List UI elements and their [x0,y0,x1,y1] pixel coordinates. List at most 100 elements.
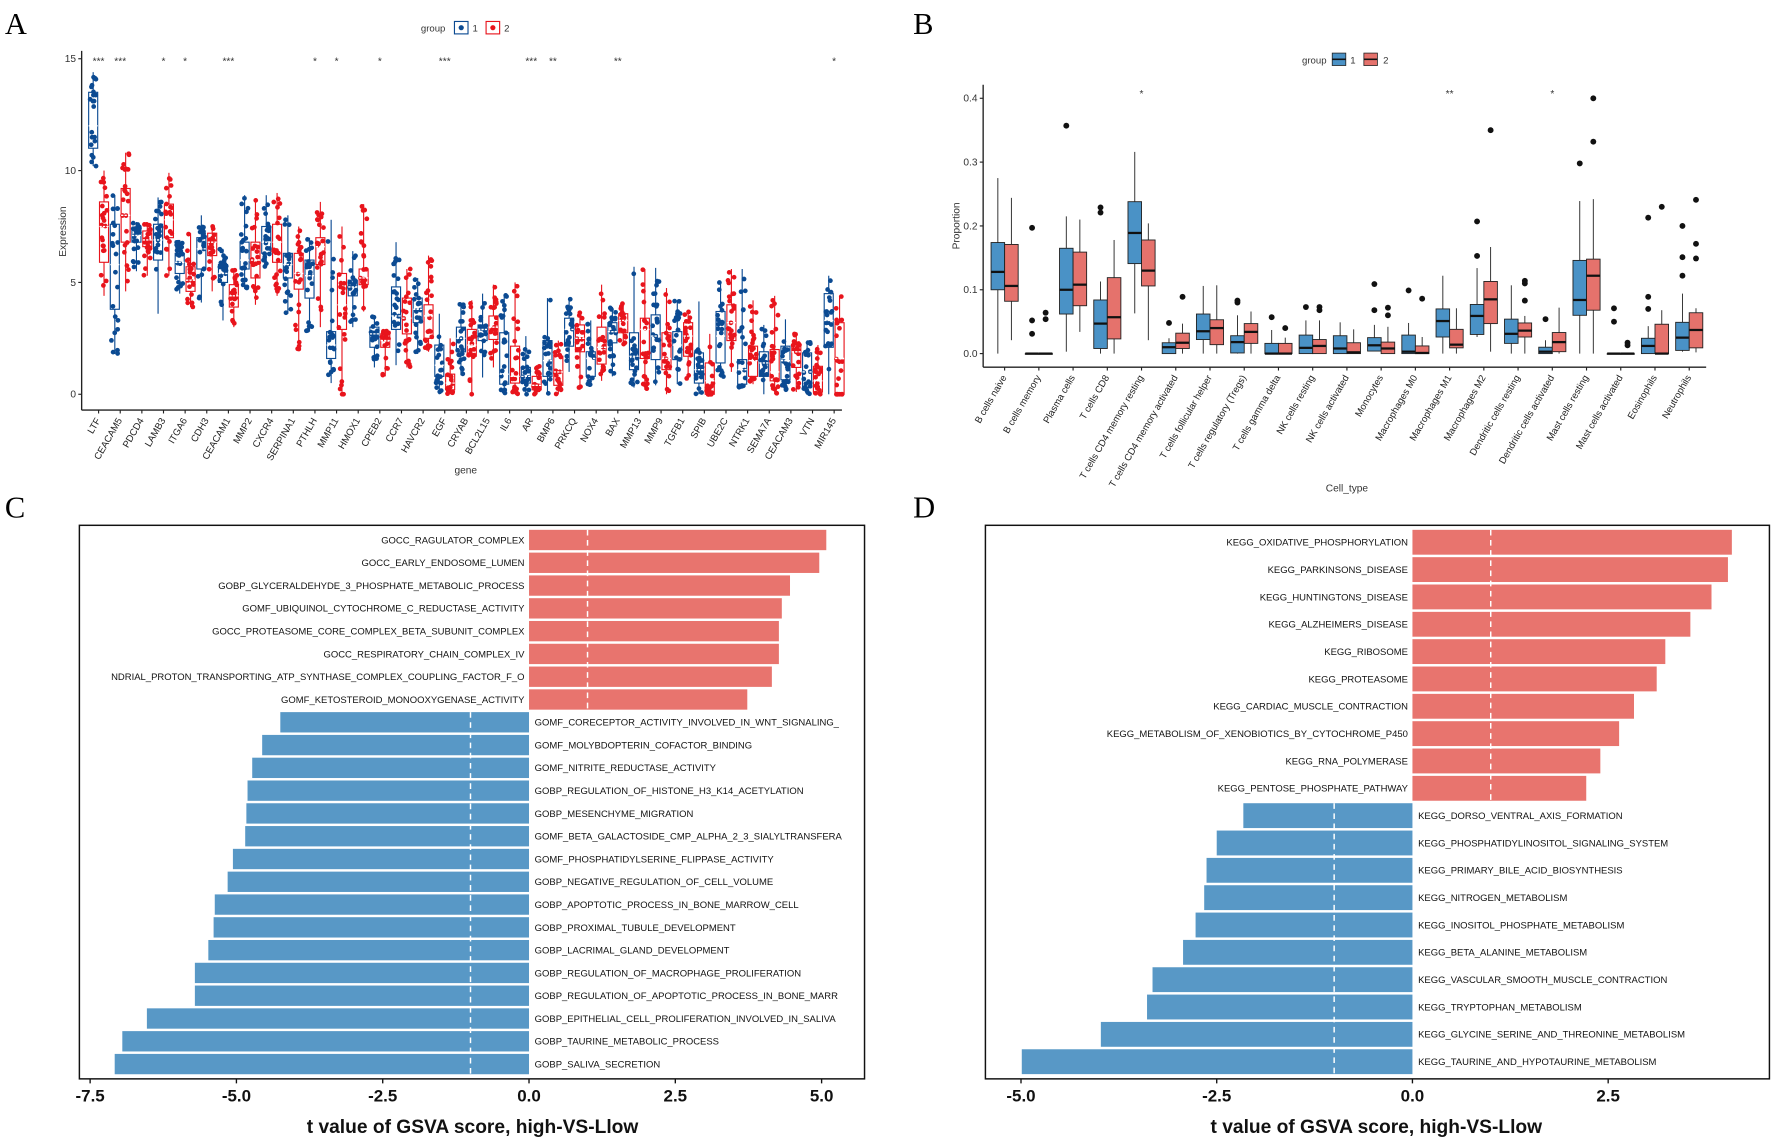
outlier-point [1611,318,1617,325]
data-point [498,373,504,379]
data-point [351,255,357,261]
data-point [112,314,118,319]
box-group-1 [1538,316,1553,355]
bar [208,939,530,961]
data-point [363,266,369,272]
data-point [460,347,465,352]
data-point [695,362,701,368]
data-point [331,366,336,372]
x-tick-label: B cells memory [1001,373,1043,435]
data-point [601,350,607,355]
data-point [457,301,463,307]
data-point [828,289,834,295]
data-point [510,376,516,382]
data-point [425,346,431,351]
box-group-2 [1414,295,1430,355]
data-point [557,352,563,358]
data-point [122,242,128,248]
box-group-2 [444,338,456,397]
data-point [422,337,428,343]
data-point [617,337,623,343]
box [1572,259,1587,316]
data-point [600,344,606,350]
data-point [493,315,499,321]
data-point [688,342,694,348]
data-point [429,293,434,299]
data-point [512,338,518,344]
data-point [613,309,618,315]
outlier-point [1645,305,1652,312]
data-point [667,364,673,370]
data-point [109,338,114,343]
outlier-point [1645,293,1652,300]
data-point [526,349,532,355]
data-point [718,330,724,336]
bar-label: GOBP_LACRIMAL_GLAND_DEVELOPMENT [535,946,730,957]
x-tick-label: Monocytes [1353,373,1386,419]
box-group-2 [1004,197,1019,341]
bar-label: KEGG_RIBOSOME [1324,647,1408,658]
x-tick-label: Eosinophils [1626,373,1660,421]
data-point [113,269,118,275]
bar-label: KEGG_HUNTINGTONS_DISEASE [1260,592,1408,603]
box-group-1 [455,301,467,377]
data-point [547,297,553,303]
data-point [833,305,839,311]
data-point [654,316,660,322]
outlier-point [1679,272,1686,279]
box [1586,258,1601,311]
data-point [142,239,147,245]
data-point [709,373,715,379]
data-point [580,343,585,349]
data-point [665,360,671,366]
data-point [186,231,191,237]
data-point [342,311,348,316]
data-point [361,305,366,311]
box-group-1 [1469,218,1485,338]
data-point [306,320,311,325]
data-point [326,337,332,343]
box-group-2 [120,151,132,292]
data-point [438,342,444,348]
outlier-point [1624,342,1631,349]
box-group-1 [109,193,121,356]
x-tick-label: SPIB [689,416,709,440]
box-group-2 [833,294,845,397]
x-tick-label: 2.5 [664,1086,688,1105]
data-point [110,193,116,199]
data-point [813,369,819,375]
y-tick-label: 0.1 [963,285,977,296]
data-point [742,375,748,381]
data-point [796,371,802,377]
outlier-point [1097,209,1104,216]
data-point [775,384,781,390]
data-point [263,211,268,217]
data-point [523,382,529,387]
data-point [361,281,367,287]
box [1209,319,1225,346]
bar-label: GOBP_REGULATION_OF_APOPTOTIC_PROCESS_IN_… [535,991,838,1002]
x-tick-label: -2.5 [1202,1086,1231,1105]
data-point [739,325,745,331]
box-group-2 [574,310,586,390]
bar-label: GOMF_BETA_GALACTOSIDE_CMP_ALPHA_2_3_SIAL… [535,832,843,843]
box-group-2 [1141,223,1156,341]
data-point [428,263,434,269]
box-group-1 [498,293,510,396]
bar [1021,1049,1413,1075]
box-group-2 [358,204,370,312]
data-point [620,301,625,307]
data-point [762,328,768,333]
box [509,345,521,384]
bar [1412,584,1712,610]
data-point [306,246,312,252]
data-point [493,297,499,303]
data-point [197,249,203,255]
outlier-point [1693,240,1699,247]
data-point [352,305,357,310]
data-point [836,359,842,365]
data-point [167,239,172,244]
significance-label: * [832,56,836,67]
box-group-1 [801,340,813,397]
data-point [747,304,753,309]
